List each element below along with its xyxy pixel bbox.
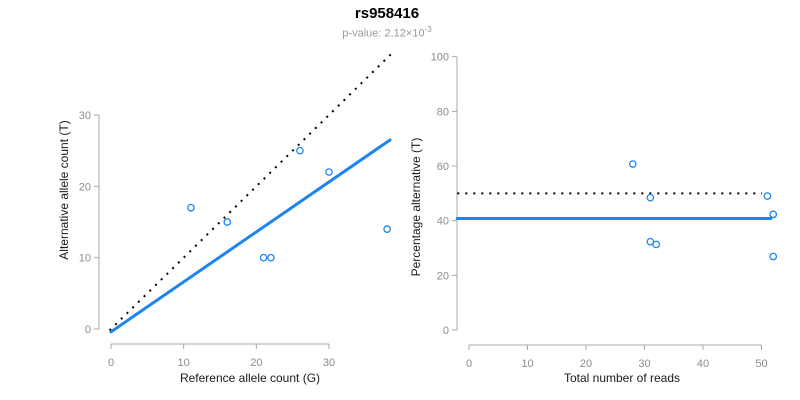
data-point bbox=[628, 160, 637, 168]
page-title: rs958416 bbox=[354, 5, 420, 22]
data-point bbox=[325, 168, 333, 176]
data-point bbox=[187, 203, 195, 212]
data-point bbox=[296, 146, 304, 155]
data-point bbox=[223, 218, 232, 226]
data-point bbox=[769, 252, 778, 261]
pvalue-subtitle: p-value: 2.12×10-3 bbox=[342, 25, 431, 40]
data-point bbox=[267, 253, 275, 262]
percentage-scatter-plot: 0 10 20 30 40 50 0 20 40 60 80 100 Total number of … bbox=[409, 52, 778, 385]
data-point bbox=[763, 192, 772, 200]
x-tick-label: 40 bbox=[697, 358, 709, 370]
data-point bbox=[652, 240, 661, 249]
x-tick-label: 20 bbox=[250, 357, 262, 369]
identity-line bbox=[108, 52, 393, 332]
y-tick-label: 0 bbox=[85, 324, 91, 336]
y-tick-label: 20 bbox=[79, 181, 91, 193]
pvalue-exponent: -3 bbox=[424, 25, 432, 34]
data-point bbox=[769, 210, 778, 219]
fit-line bbox=[109, 138, 392, 334]
x-tick-label: 0 bbox=[108, 357, 114, 369]
left-plot-axes: 0 10 20 30 0 10 20 30 bbox=[79, 110, 335, 369]
left-plot-points bbox=[187, 146, 391, 262]
x-tick-label: 10 bbox=[178, 357, 190, 369]
y-tick-label: 100 bbox=[431, 52, 449, 64]
left-plot-lines bbox=[108, 52, 393, 334]
x-tick-label: 30 bbox=[638, 358, 650, 370]
pvalue-text: p-value: 2.12×10 bbox=[342, 27, 425, 40]
data-point bbox=[646, 193, 655, 202]
y-tick-label: 40 bbox=[437, 216, 449, 228]
y-tick-label: 10 bbox=[79, 253, 91, 265]
y-tick-label: 60 bbox=[437, 161, 449, 173]
right-plot-axes: 0 10 20 30 40 50 0 20 40 60 80 100 bbox=[431, 52, 768, 370]
y-tick-label: 0 bbox=[443, 325, 449, 337]
y-tick-label: 30 bbox=[79, 110, 91, 122]
y-tick-label: 20 bbox=[437, 270, 449, 282]
left-x-axis-title: Reference allele count (G) bbox=[180, 371, 320, 385]
right-x-axis-title: Total number of reads bbox=[564, 371, 680, 385]
x-tick-label: 0 bbox=[466, 358, 472, 370]
x-tick-label: 10 bbox=[521, 358, 533, 370]
data-point bbox=[383, 225, 391, 233]
x-tick-label: 50 bbox=[755, 358, 767, 370]
right-plot-lines bbox=[455, 192, 773, 220]
x-tick-label: 30 bbox=[323, 357, 335, 369]
allele-count-scatter-plot: 0 10 20 30 0 10 20 30 Reference allele count (G… bbox=[57, 52, 393, 385]
left-y-axis-title: Alternative allele count (T) bbox=[57, 120, 71, 259]
x-tick-label: 20 bbox=[580, 358, 592, 370]
data-point bbox=[259, 253, 268, 262]
right-y-axis-title: Percentage alternative (T) bbox=[409, 138, 423, 277]
y-tick-label: 80 bbox=[437, 106, 449, 118]
right-plot-points bbox=[628, 160, 778, 261]
